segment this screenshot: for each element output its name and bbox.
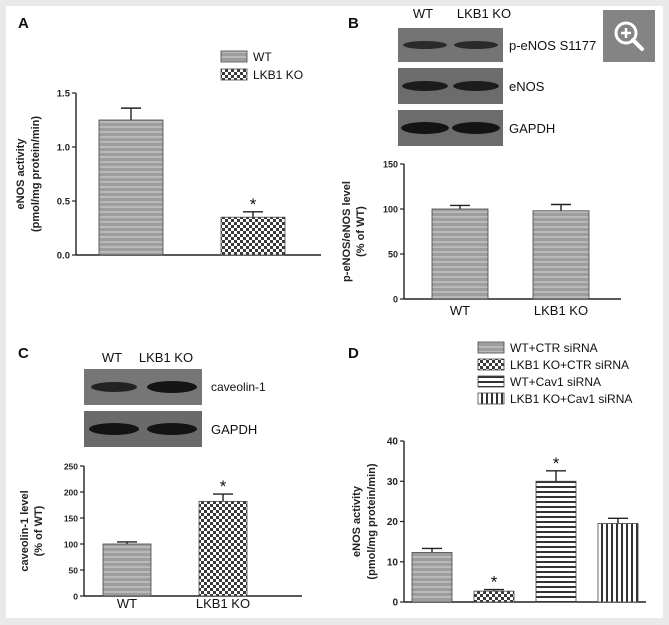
significance-star-a: *	[250, 195, 257, 214]
y-tick-label-b: 100	[383, 205, 398, 215]
y-tick-label-d: 20	[387, 517, 399, 528]
bar-b	[532, 210, 590, 300]
y-tick-label-c: 250	[64, 462, 78, 472]
y-tick-label-c: 0	[73, 592, 78, 602]
y-tick-label-d: 40	[387, 437, 399, 448]
blot-b-label-eNOS: eNOS	[509, 79, 545, 94]
blot-b-band-eNOS-wt	[402, 81, 448, 91]
x-tick-label-c: LKB1 KO	[196, 596, 250, 611]
blot-c-label-gapdh: GAPDH	[211, 422, 257, 437]
legend-label-d: WT+CTR siRNA	[510, 341, 598, 355]
figure-canvas: A B C D WT LKB1 KO p-eNOS S1177 eNOS GAP…	[15, 6, 646, 611]
y-tick-label-a: 1.5	[57, 89, 71, 100]
blot-c-band-cav1-wt	[91, 382, 137, 392]
significance-star-d: *	[553, 454, 560, 473]
legend-swatch-d	[477, 341, 505, 354]
y-tick-label-d: 0	[392, 598, 398, 609]
blot-b-band-peNOS-wt	[403, 41, 447, 49]
significance-star-d: *	[491, 573, 498, 592]
y-axis-label-c: caveolin-1 level	[19, 490, 31, 571]
zoom-button[interactable]	[603, 10, 655, 62]
western-blot-c: WT LKB1 KO caveolin-1 GAPDH	[84, 350, 266, 447]
panel-label-c: C	[18, 345, 29, 362]
blot-c-band-gapdh-ko	[147, 423, 197, 435]
bar-d	[473, 590, 515, 603]
legend-swatch-a	[220, 50, 248, 63]
y-axis-label-b: (% of WT)	[355, 206, 367, 257]
legend-label-d: LKB1 KO+Cav1 siRNA	[510, 392, 632, 406]
bar-a	[98, 119, 164, 256]
y-axis-label-a: (pmol/mg protein/min)	[30, 116, 42, 232]
chart-a: 0.0 0.5 1.0 1.5 * eNOS activity (pmol/mg prote…	[15, 50, 321, 262]
legend-label-d: WT+Cav1 siRNA	[510, 375, 601, 389]
bar-d	[411, 552, 453, 603]
y-tick-label-c: 150	[64, 514, 78, 524]
legend-d: WT+CTR siRNA LKB1 KO+CTR siRNA WT+Cav1 siR…	[477, 341, 632, 406]
y-tick-label-d: 10	[387, 557, 399, 568]
blot-c-band-cav1-ko	[147, 381, 197, 393]
bar-b	[431, 208, 489, 300]
significance-star-c: *	[220, 477, 227, 496]
western-blot-b: WT LKB1 KO p-eNOS S1177 eNOS GAPDH	[398, 6, 596, 146]
y-tick-label-c: 100	[64, 540, 78, 550]
y-tick-label-c: 200	[64, 488, 78, 498]
figure-frame: A B C D WT LKB1 KO p-eNOS S1177 eNOS GAP…	[6, 6, 663, 618]
panel-label-d: D	[348, 345, 359, 362]
blot-b-band-gapdh-ko	[452, 122, 500, 134]
y-tick-label-b: 150	[383, 160, 398, 170]
blot-b-lane-wt: WT	[413, 6, 433, 21]
panel-label-b: B	[348, 15, 359, 32]
legend-label-a: WT	[253, 50, 272, 64]
chart-c: 0 50 100 150 200 250 WT * LKB1 KO caveolin-1 leve…	[19, 462, 302, 611]
bar-c	[198, 500, 248, 597]
x-tick-label-c: WT	[117, 596, 137, 611]
blot-b-band-eNOS-ko	[453, 81, 499, 91]
blot-c-lane-wt: WT	[102, 350, 122, 365]
y-axis-label-d: (pmol/mg protein/min)	[366, 463, 378, 579]
legend-swatch-d	[477, 375, 505, 388]
y-tick-label-a: 0.0	[57, 251, 70, 262]
chart-d: 0 10 20 30 40 * * eNOS activity (pmol/mg protein…	[351, 341, 646, 609]
blot-b-band-peNOS-ko	[454, 41, 498, 49]
chart-b: 0 50 100 150 WT LKB1 KO p-eNOS/eNOS level (% of…	[341, 160, 621, 318]
y-tick-label-b: 50	[388, 250, 398, 260]
bar-d	[535, 480, 577, 603]
y-axis-label-a: eNOS activity	[15, 138, 27, 210]
y-axis-label-b: p-eNOS/eNOS level	[341, 181, 353, 282]
blot-c-band-gapdh-wt	[89, 423, 139, 435]
charts-layer: 0.00.51.01.5*eNOS activity (pmol/mg prote…	[15, 50, 646, 611]
blot-b-label-peNOS: p-eNOS S1177	[509, 38, 596, 53]
legend-swatch-d	[477, 358, 505, 371]
y-tick-label-d: 30	[387, 477, 399, 488]
bar-d	[597, 523, 639, 603]
bar-c	[102, 543, 152, 597]
y-tick-label-a: 1.0	[57, 143, 70, 154]
legend-label-a: LKB1 KO	[253, 68, 303, 82]
panel-label-a: A	[18, 15, 29, 32]
legend-a: WT LKB1 KO	[220, 50, 303, 82]
x-tick-label-b: WT	[450, 303, 470, 318]
legend-label-d: LKB1 KO+CTR siRNA	[510, 358, 629, 372]
y-tick-label-b: 0	[393, 295, 398, 305]
blot-b-label-gapdh: GAPDH	[509, 121, 555, 136]
legend-swatch-d	[477, 392, 505, 405]
blot-c-lane-ko: LKB1 KO	[139, 350, 193, 365]
blot-b-band-gapdh-wt	[401, 122, 449, 134]
blot-b-lane-ko: LKB1 KO	[457, 6, 511, 21]
blot-c-label-cav1: caveolin-1	[211, 380, 266, 394]
y-tick-label-a: 0.5	[57, 197, 71, 208]
legend-swatch-a	[220, 68, 248, 81]
bar-a	[220, 216, 286, 256]
y-tick-label-c: 50	[69, 566, 79, 576]
zoom-in-icon	[614, 21, 644, 51]
x-tick-label-b: LKB1 KO	[534, 303, 588, 318]
y-axis-label-d: eNOS activity	[351, 485, 363, 557]
y-axis-label-c: (% of WT)	[33, 505, 45, 556]
